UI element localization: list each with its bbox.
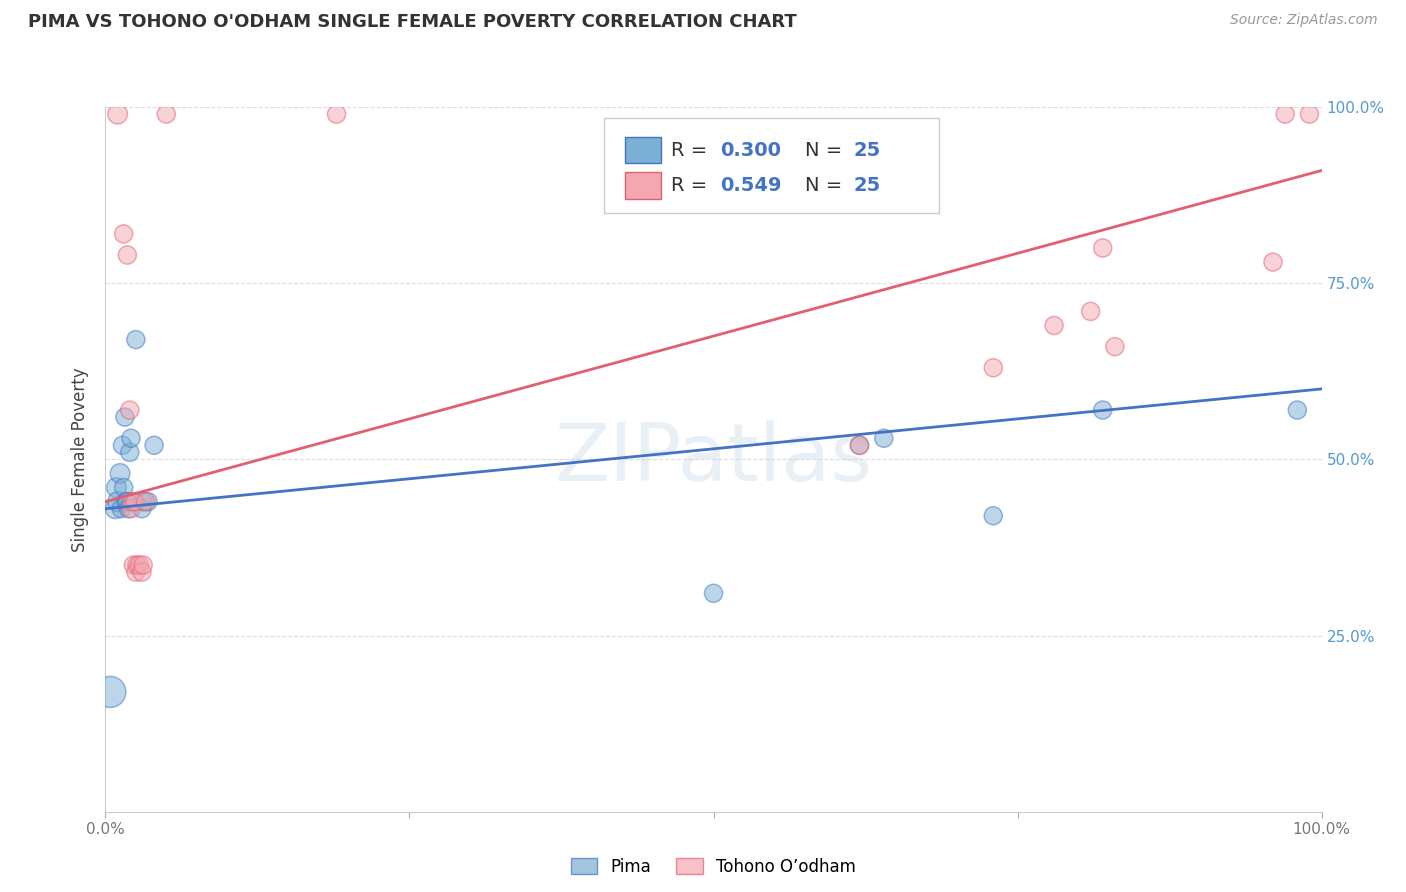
FancyBboxPatch shape bbox=[624, 136, 661, 163]
Point bbox=[1274, 107, 1296, 121]
Point bbox=[132, 558, 155, 573]
Text: R =: R = bbox=[671, 176, 713, 194]
Text: R =: R = bbox=[671, 141, 713, 160]
Point bbox=[120, 501, 142, 516]
Point bbox=[118, 445, 141, 459]
Point bbox=[143, 438, 166, 452]
Point bbox=[1104, 340, 1126, 354]
Point bbox=[117, 248, 139, 262]
Point bbox=[131, 501, 153, 516]
Point bbox=[117, 501, 139, 516]
Point bbox=[1043, 318, 1066, 333]
Text: PIMA VS TOHONO O'ODHAM SINGLE FEMALE POVERTY CORRELATION CHART: PIMA VS TOHONO O'ODHAM SINGLE FEMALE POV… bbox=[28, 13, 797, 31]
Point bbox=[135, 494, 157, 508]
Point bbox=[117, 494, 139, 508]
Point bbox=[122, 558, 145, 573]
Point bbox=[112, 227, 135, 241]
Point bbox=[981, 508, 1004, 523]
Point bbox=[98, 685, 121, 699]
Point bbox=[115, 494, 138, 508]
Point bbox=[132, 494, 155, 508]
Point bbox=[702, 586, 725, 600]
Point bbox=[128, 558, 150, 573]
Point bbox=[125, 333, 148, 347]
Point bbox=[1091, 241, 1114, 255]
FancyBboxPatch shape bbox=[624, 172, 661, 199]
Point bbox=[136, 494, 159, 508]
Point bbox=[1261, 255, 1284, 269]
Text: Source: ZipAtlas.com: Source: ZipAtlas.com bbox=[1230, 13, 1378, 28]
Text: 0.300: 0.300 bbox=[720, 141, 780, 160]
Point bbox=[114, 410, 136, 425]
Point bbox=[112, 481, 135, 495]
Point bbox=[124, 494, 146, 508]
Point bbox=[848, 438, 870, 452]
Point bbox=[131, 565, 153, 579]
Legend: Pima, Tohono O’odham: Pima, Tohono O’odham bbox=[562, 850, 865, 885]
Point bbox=[1286, 403, 1309, 417]
Point bbox=[125, 565, 148, 579]
Point bbox=[873, 431, 896, 445]
Point bbox=[105, 481, 128, 495]
Point bbox=[118, 403, 141, 417]
Point bbox=[110, 501, 132, 516]
Point bbox=[1091, 403, 1114, 417]
Point bbox=[155, 107, 177, 121]
Point bbox=[325, 107, 347, 121]
Point bbox=[107, 107, 129, 121]
Text: ZIPatlas: ZIPatlas bbox=[554, 420, 873, 499]
Point bbox=[107, 494, 129, 508]
Point bbox=[981, 360, 1004, 375]
Text: N =: N = bbox=[804, 141, 848, 160]
Y-axis label: Single Female Poverty: Single Female Poverty bbox=[72, 368, 90, 551]
Point bbox=[104, 501, 127, 516]
Point bbox=[848, 438, 870, 452]
Point bbox=[125, 558, 148, 573]
Point bbox=[111, 438, 134, 452]
Point bbox=[121, 494, 143, 508]
Text: 25: 25 bbox=[853, 176, 880, 194]
Point bbox=[108, 467, 131, 481]
Text: 0.549: 0.549 bbox=[720, 176, 782, 194]
Point bbox=[120, 431, 142, 445]
Point bbox=[1080, 304, 1102, 318]
Text: N =: N = bbox=[804, 176, 848, 194]
Point bbox=[1298, 107, 1320, 121]
Text: 25: 25 bbox=[853, 141, 880, 160]
FancyBboxPatch shape bbox=[605, 118, 939, 212]
